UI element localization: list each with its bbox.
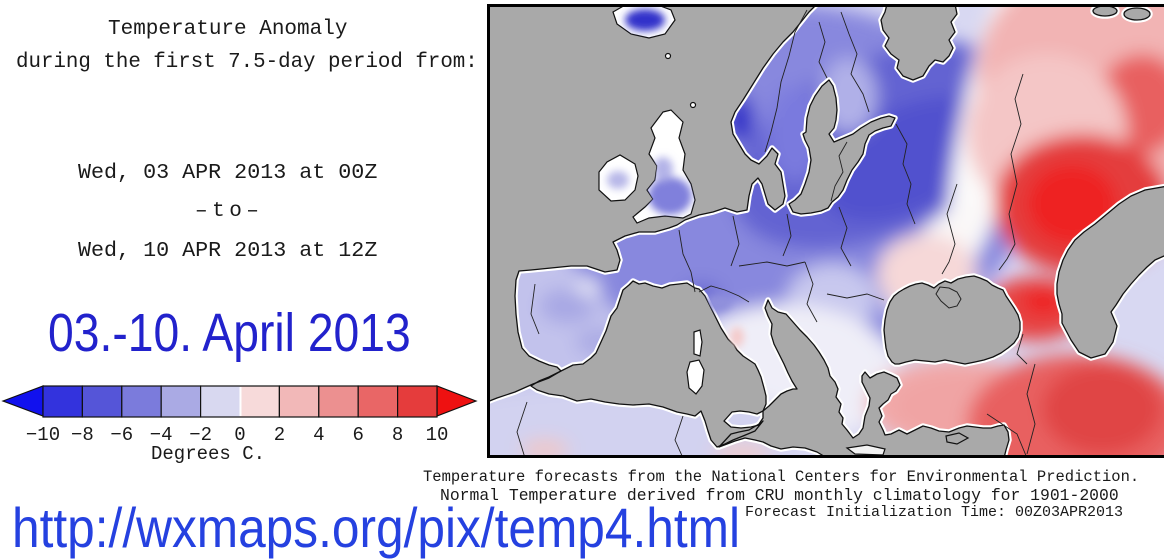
svg-text:6: 6 bbox=[352, 424, 363, 446]
svg-text:−10: −10 bbox=[26, 424, 60, 446]
svg-text:8: 8 bbox=[392, 424, 403, 446]
svg-text:−8: −8 bbox=[71, 424, 94, 446]
svg-text:10: 10 bbox=[426, 424, 449, 446]
svg-text:Degrees C.: Degrees C. bbox=[151, 443, 265, 465]
svg-text:−6: −6 bbox=[110, 424, 133, 446]
svg-text:4: 4 bbox=[313, 424, 324, 446]
svg-text:2: 2 bbox=[274, 424, 285, 446]
